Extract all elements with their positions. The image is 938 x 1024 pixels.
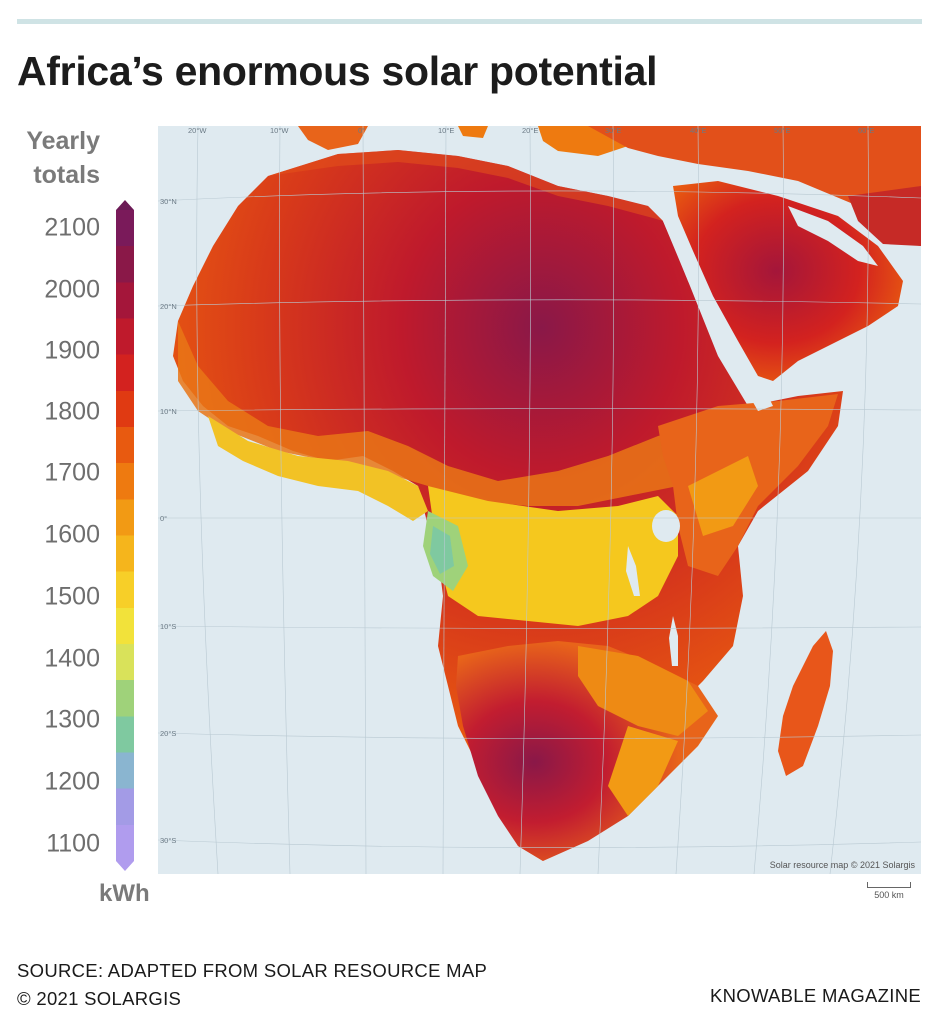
graticule-label: 20°E	[522, 126, 538, 135]
graticule-label: 10°S	[160, 622, 176, 631]
legend-bar-bottom-tip	[116, 861, 134, 871]
legend-heading-line2: totals	[33, 161, 100, 189]
graticule-label: 20°S	[160, 729, 176, 738]
graticule-label: 50°E	[774, 126, 790, 135]
graticule-label: 30°E	[605, 126, 621, 135]
ethiopia-highlands	[688, 456, 758, 536]
graticule-label: 40°E	[690, 126, 706, 135]
page-title: Africa’s enormous solar potential	[17, 48, 658, 94]
legend-tick: 1100	[46, 829, 100, 858]
graticule-label: 10°N	[160, 407, 177, 416]
publisher-brand: KNOWABLE MAGAZINE	[709, 985, 921, 1006]
graticule-label: 30°N	[160, 197, 177, 206]
source-line-1: SOURCE: ADAPTED FROM SOLAR RESOURCE MAP	[17, 960, 488, 981]
north-coast	[268, 150, 663, 221]
legend-tick: 2000	[44, 275, 100, 304]
lake-tanganyika	[626, 546, 640, 596]
legend-tick: 1500	[44, 582, 100, 611]
legend-tick: 1400	[44, 644, 100, 673]
graticule-label: 0°	[358, 126, 365, 135]
graticule-label: 30°S	[160, 836, 176, 845]
graticule-label: 0°	[160, 514, 167, 523]
scale-line	[867, 882, 911, 888]
graticule-label: 20°N	[160, 302, 177, 311]
congo-basin	[428, 486, 678, 626]
zambia-zimbabwe	[578, 646, 708, 736]
italy	[458, 126, 488, 138]
graticule-label: 60°E	[858, 126, 874, 135]
legend-tick: 1900	[44, 336, 100, 365]
persian-gulf	[788, 206, 878, 266]
red-sea	[663, 221, 773, 411]
legend-tick: 2100	[44, 213, 100, 242]
graticule-label: 10°W	[270, 126, 289, 135]
west-africa-coast	[208, 416, 428, 521]
legend-tick: 1200	[44, 767, 100, 796]
legend-tick: 1700	[44, 458, 100, 487]
arabian-peninsula	[673, 181, 903, 381]
iran	[848, 186, 921, 246]
iberia	[298, 126, 368, 150]
scale-bar: 500 km	[867, 882, 911, 900]
mozambique	[608, 726, 678, 816]
legend-unit: kWh	[99, 880, 150, 907]
graticule	[158, 126, 921, 874]
legend-color-bar	[116, 210, 134, 861]
legend-tick: 1600	[44, 520, 100, 549]
middle-east-north	[588, 126, 921, 246]
legend-tick: 1800	[44, 397, 100, 426]
legend-tick: 1300	[44, 705, 100, 734]
legend-heading: Yearly totals	[20, 124, 100, 192]
graticule-label: 10°E	[438, 126, 454, 135]
solar-map: 20°W 10°W 0° 10°E 20°E 30°E 40°E 50°E 60…	[158, 126, 921, 874]
legend-heading-line1: Yearly	[26, 127, 100, 155]
source-credit: SOURCE: ADAPTED FROM SOLAR RESOURCE MAP …	[17, 957, 487, 1013]
legend-bar-top-tip	[116, 200, 134, 210]
top-rule	[17, 19, 922, 24]
graticule-label: 20°W	[188, 126, 207, 135]
source-line-2: © 2021 SOLARGIS	[17, 988, 182, 1009]
map-credit: Solar resource map © 2021 Solargis	[769, 860, 915, 870]
lake-victoria	[652, 510, 680, 542]
solar-map-graphic: 20°W 10°W 0° 10°E 20°E 30°E 40°E 50°E 60…	[158, 126, 921, 874]
madagascar	[778, 631, 833, 776]
scale-label: 500 km	[874, 890, 904, 900]
gabon-lowest	[430, 526, 454, 574]
